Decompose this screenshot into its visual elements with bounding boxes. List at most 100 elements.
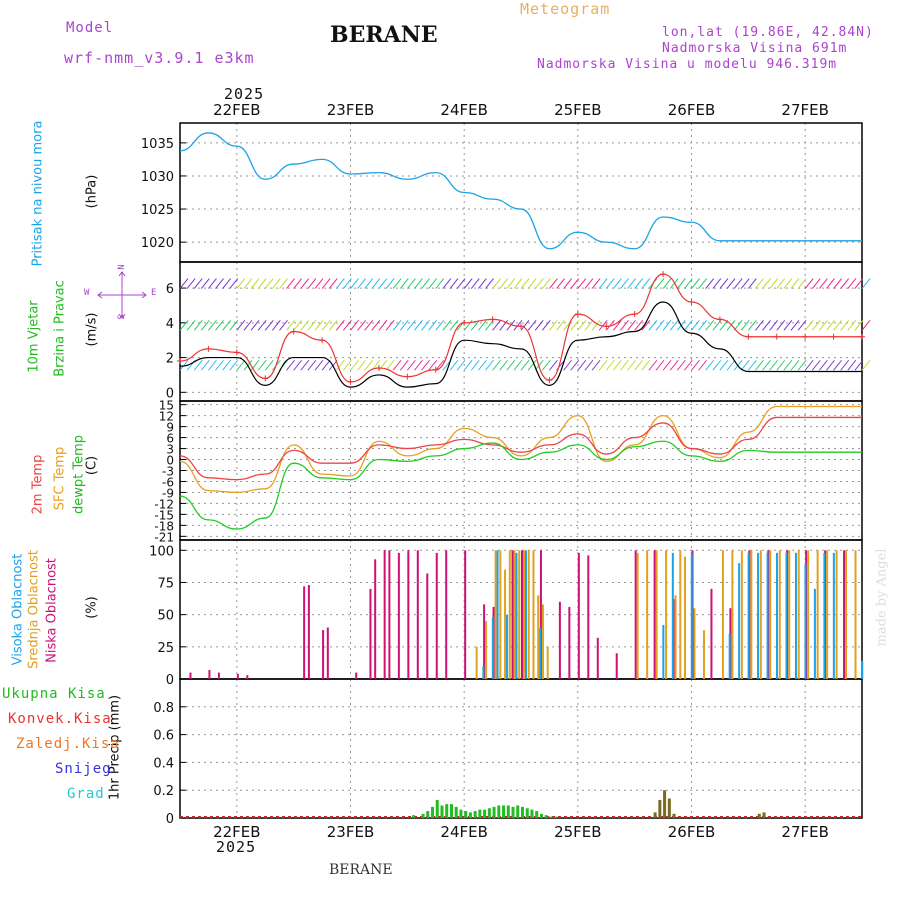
wind-arrow xyxy=(485,278,494,289)
mid-cloud-bar xyxy=(679,550,682,679)
high-cloud-bar xyxy=(813,588,816,679)
wind-arrow xyxy=(705,278,715,289)
wind-arrow xyxy=(406,319,416,331)
model-altitude-label: Nadmorska Visina u modelu 946.319m xyxy=(537,57,838,72)
wind-arrow xyxy=(769,278,779,289)
total-rain-bar xyxy=(525,808,529,818)
total-rain-bar xyxy=(445,804,449,818)
wind-arrow xyxy=(179,359,189,371)
mid-cloud-bar xyxy=(721,550,724,679)
wind-arrow xyxy=(208,319,217,331)
wind-arrow xyxy=(790,278,800,289)
wind-arrow xyxy=(470,359,480,371)
sfc-temp-line xyxy=(179,405,862,494)
mid-cloud-bar xyxy=(845,550,848,679)
wind-arrow xyxy=(463,359,473,371)
wind-arrow xyxy=(541,278,551,289)
wind-arrow xyxy=(414,359,423,371)
wind-arrow xyxy=(712,359,722,371)
mid-cloud-bar xyxy=(494,550,497,679)
wind-arrow xyxy=(520,319,530,331)
wind-arrow xyxy=(563,359,573,371)
wind-arrow xyxy=(790,319,800,331)
y-tick-label: 0 xyxy=(166,386,174,401)
wind-arrow xyxy=(222,278,232,289)
wind-arrow xyxy=(477,359,487,371)
low-cloud-bar xyxy=(236,673,239,679)
wind-arrow xyxy=(705,359,715,371)
wind-speed-marker xyxy=(205,345,212,352)
high-cloud-bar xyxy=(785,552,788,679)
wind-arrow xyxy=(847,278,857,289)
wind-arrow xyxy=(833,359,842,371)
high-cloud-bar xyxy=(525,550,527,679)
wind-arrow xyxy=(456,278,466,289)
wind-arrow xyxy=(378,319,388,331)
total-rain-bar xyxy=(412,815,416,818)
y-tick-label: 1030 xyxy=(141,170,174,185)
legend-total-rain: Ukupna Kisa xyxy=(2,686,106,702)
wind-arrow xyxy=(726,359,736,371)
wind-arrow xyxy=(747,359,757,371)
wind-arrow xyxy=(442,278,452,289)
high-cloud-bar xyxy=(832,552,835,679)
wind-arrow xyxy=(804,319,814,331)
wind-arrow xyxy=(719,319,729,331)
wind-speed-marker xyxy=(319,337,326,344)
panel-frame xyxy=(179,678,863,819)
wind-speed-marker xyxy=(859,333,865,340)
wind-arrow xyxy=(669,319,679,331)
wind-arrow xyxy=(556,319,565,331)
total-rain-bar xyxy=(497,805,501,818)
wind-arrow xyxy=(442,319,452,331)
wind-arrow xyxy=(378,278,388,289)
mid-cloud-bar xyxy=(527,550,530,679)
total-rain-bar xyxy=(454,806,458,818)
wind-arrow xyxy=(286,319,295,331)
low-cloud-bar xyxy=(521,550,523,679)
wind-speed-marker xyxy=(461,319,468,326)
y-tick-label: 100 xyxy=(149,544,174,559)
wind-mean-line xyxy=(179,301,862,388)
total-rain-bar xyxy=(449,804,453,818)
wind-arrow xyxy=(193,319,203,331)
freezing-rain-bar xyxy=(663,790,667,818)
wind-arrow xyxy=(627,278,636,289)
wind-arrow xyxy=(215,278,224,289)
wind-arrow xyxy=(186,278,196,289)
low-cloud-bar xyxy=(539,550,542,679)
high-cloud-bar xyxy=(671,552,674,679)
wind-arrow xyxy=(591,359,601,371)
wind-arrow xyxy=(222,359,232,371)
wind-arrow xyxy=(456,359,466,371)
mid-cloud-bar xyxy=(541,604,544,679)
wind-arrow xyxy=(612,359,622,371)
wind-arrow xyxy=(740,359,750,371)
wind-arrow xyxy=(506,278,516,289)
wind-arrow xyxy=(343,319,352,331)
wind-arrow xyxy=(499,278,509,289)
date-label-bottom: 23FEB xyxy=(327,823,374,841)
low-cloud-bar xyxy=(397,552,400,679)
product-title: Meteogram xyxy=(520,0,611,18)
wind-arrow xyxy=(371,319,381,331)
wind-arrow xyxy=(264,278,274,289)
total-rain-bar xyxy=(426,811,430,818)
wind-speed-marker xyxy=(631,311,638,318)
y-tick-label: 12 xyxy=(159,410,174,424)
low-cloud-bar xyxy=(217,672,220,679)
wind-arrow xyxy=(527,278,537,289)
wind-arrow xyxy=(634,278,644,289)
wind-arrow xyxy=(279,319,288,331)
high-cloud-bar xyxy=(747,552,750,679)
wind-speed-marker xyxy=(177,358,183,365)
wind-arrow xyxy=(691,319,700,331)
dewpoint-line xyxy=(179,440,862,530)
wind-arrow xyxy=(300,278,310,289)
wind-arrow xyxy=(229,359,239,371)
wind-arrow xyxy=(343,278,352,289)
wind-arrow xyxy=(229,278,239,289)
total-rain-bar xyxy=(535,811,539,818)
wind-arrow xyxy=(321,359,331,371)
